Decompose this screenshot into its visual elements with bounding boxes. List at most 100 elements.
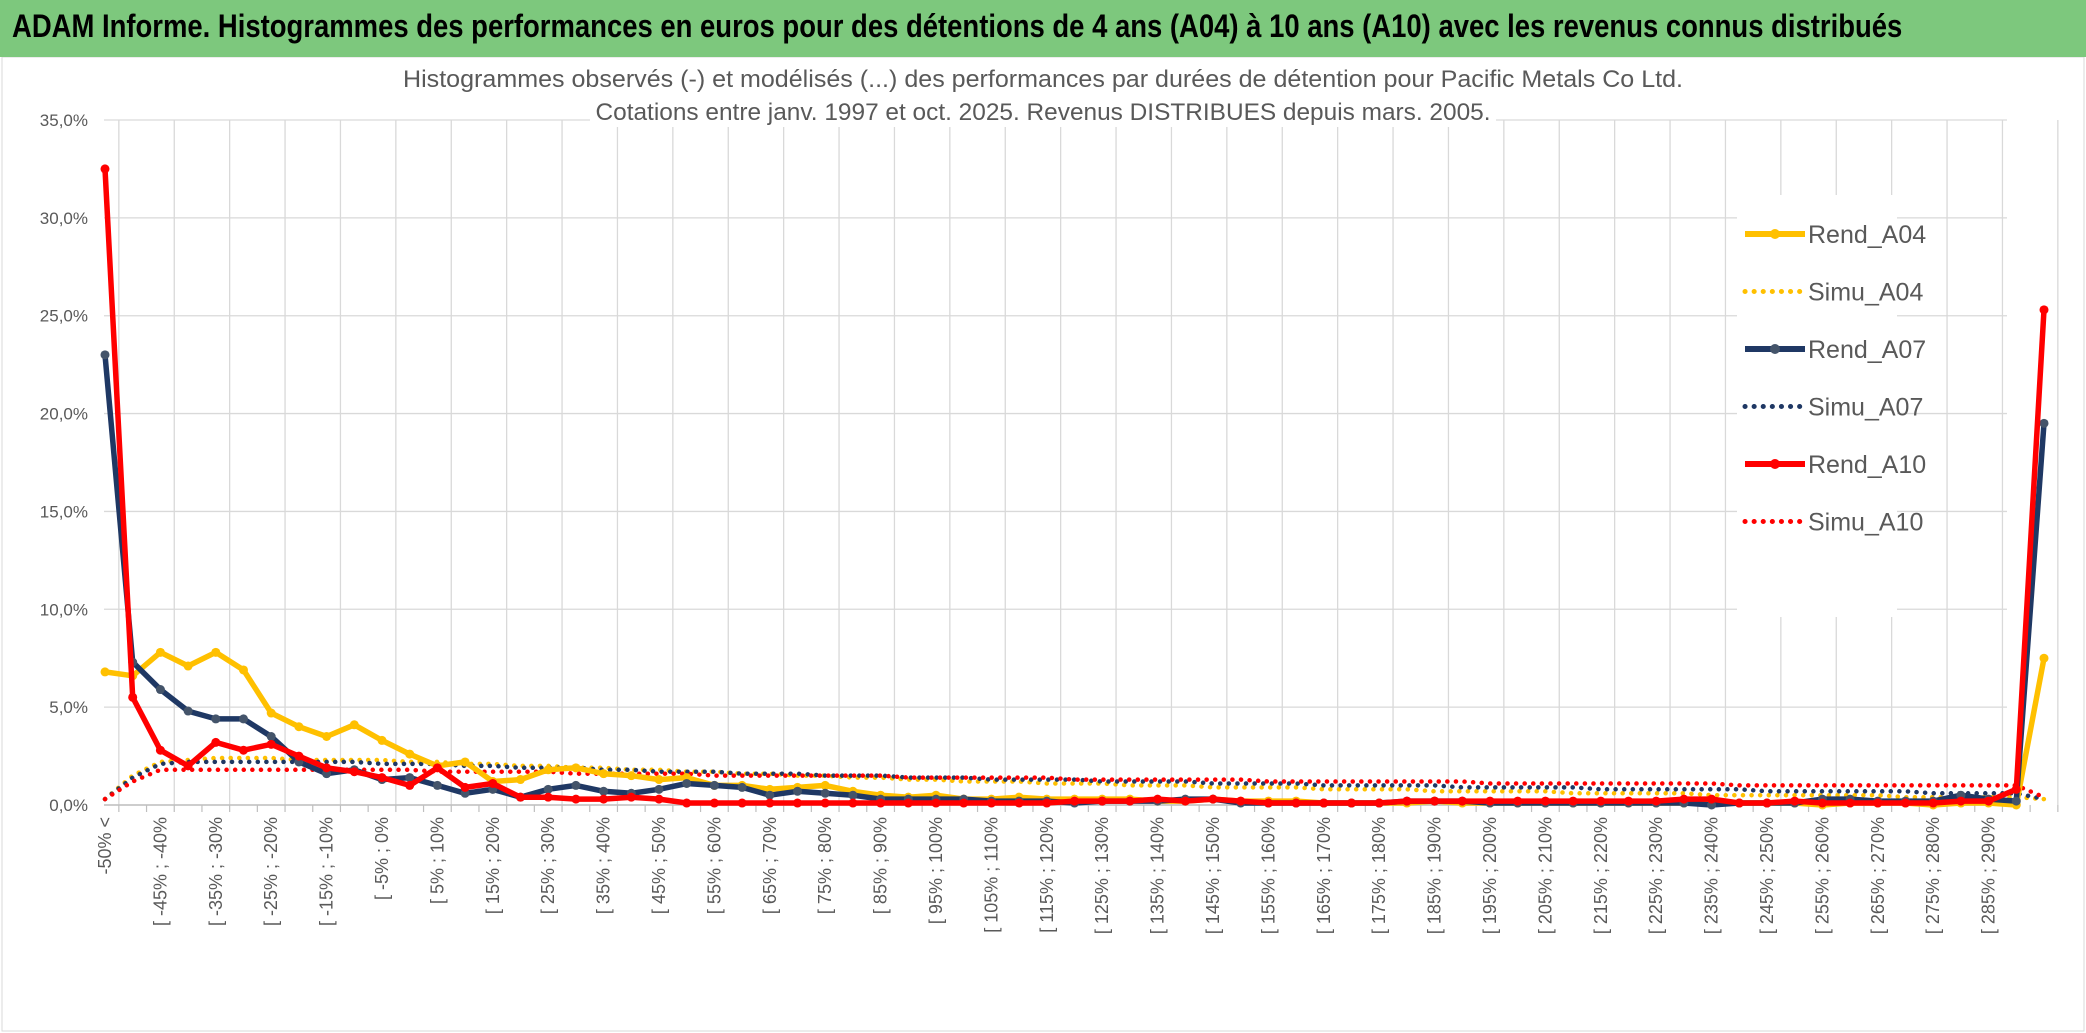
series-simu-a10 — [102, 767, 2047, 802]
data-point — [1347, 798, 1356, 808]
data-point — [1624, 796, 1633, 806]
chart-border — [1, 57, 2085, 1032]
data-point — [1430, 796, 1440, 806]
chart-title: Histogrammes observés (-) et modélisés (… — [403, 66, 1683, 93]
data-point — [2039, 653, 2049, 663]
data-point — [626, 792, 636, 802]
data-point — [1568, 796, 1578, 806]
y-tick-label: 15,0% — [40, 502, 88, 521]
chart-title-block: Histogrammes observés (-) et modélisés (… — [395, 64, 1689, 127]
data-point — [571, 780, 581, 790]
series-layer — [100, 164, 2049, 810]
y-axis: 0,0% 5,0% 10,0% 15,0% 20,0% 25,0% 30,0% 35,0% — [40, 111, 88, 815]
y-tick-label: 20,0% — [40, 405, 88, 424]
data-point — [682, 778, 692, 788]
data-point — [211, 714, 221, 724]
legend-label: Rend_A07 — [1808, 336, 1926, 364]
data-point — [405, 773, 415, 783]
legend-marker — [1770, 459, 1780, 469]
x-axis: -50% < [ -45% ; -40% [ -35% ; -30% [ -25% ;… — [95, 804, 2059, 934]
data-point — [1596, 796, 1606, 806]
data-point — [349, 767, 359, 777]
x-tick-label: [ 75% ; 80% — [815, 817, 835, 914]
data-point — [737, 782, 747, 792]
data-point — [654, 784, 664, 794]
data-point — [155, 647, 165, 657]
legend-entry-simu-a04: Simu_A04 — [1742, 279, 1923, 307]
data-point — [1984, 796, 1994, 806]
data-point — [848, 798, 858, 808]
x-tick-label: [ 185% ; 190% — [1425, 817, 1445, 934]
data-point — [488, 778, 498, 788]
data-point — [626, 771, 636, 781]
data-point — [460, 757, 470, 767]
y-tick-label: 25,0% — [40, 307, 88, 326]
data-point — [1873, 798, 1883, 808]
data-point — [1707, 794, 1717, 804]
legend-entry-rend-a10: Rend_A10 — [1745, 451, 1926, 479]
data-point — [1014, 798, 1024, 808]
data-point — [155, 745, 165, 755]
data-point — [128, 692, 138, 702]
legend-entry-simu-a07: Simu_A07 — [1742, 394, 1923, 422]
data-point — [820, 780, 830, 790]
x-tick-label: [ 25% ; 30% — [538, 817, 558, 914]
x-tick-label: [ 265% ; 270% — [1868, 817, 1888, 934]
data-point — [848, 790, 858, 800]
legend-entry-rend-a04: Rend_A04 — [1745, 221, 1926, 249]
data-point — [183, 706, 193, 716]
x-tick-label: [ 55% ; 60% — [704, 817, 724, 914]
data-point — [2039, 305, 2049, 315]
x-tick-label: [ 255% ; 260% — [1812, 817, 1832, 934]
data-point — [1208, 794, 1218, 804]
data-point — [294, 722, 304, 732]
data-point — [765, 798, 775, 808]
data-point — [516, 775, 525, 785]
chart-subtitle: Cotations entre janv. 1997 et oct. 2025.… — [596, 99, 1491, 126]
series-rend-a10 — [100, 164, 2049, 808]
data-point — [294, 751, 304, 761]
data-point — [377, 735, 387, 745]
data-point — [183, 761, 193, 771]
data-point — [1485, 796, 1495, 806]
legend-entry-simu-a10: Simu_A10 — [1742, 509, 1923, 537]
data-point — [793, 786, 802, 796]
legend-entry-rend-a07: Rend_A07 — [1745, 336, 1926, 364]
data-point — [1180, 796, 1190, 806]
x-tick-label: [ 135% ; 140% — [1148, 817, 1168, 934]
x-tick-label: [ 245% ; 250% — [1757, 817, 1777, 934]
x-tick-label: [ -15% ; -10% — [317, 817, 337, 926]
data-point — [876, 798, 886, 808]
gridlines — [1, 57, 2085, 1032]
data-point — [654, 775, 664, 785]
data-point — [986, 798, 996, 808]
x-tick-label: [ 205% ; 210% — [1535, 817, 1555, 934]
data-point — [2011, 796, 2021, 806]
data-point — [959, 798, 969, 808]
data-point — [1291, 798, 1301, 808]
legend: Rend_A04 Simu_A04 Rend_A07 Simu_A07 Rend_A10… — [1737, 195, 1926, 617]
data-point — [709, 780, 719, 790]
x-tick-label: [ 285% ; 290% — [1979, 817, 1999, 934]
x-tick-label: [ 105% ; 110% — [981, 817, 1001, 933]
series-line — [102, 767, 2047, 802]
data-point — [931, 798, 941, 808]
x-tick-label: [ 35% ; 40% — [594, 817, 614, 914]
data-point — [1319, 798, 1329, 808]
data-point — [1236, 796, 1246, 806]
data-point — [543, 792, 553, 802]
x-tick-label: [ 145% ; 150% — [1203, 817, 1223, 934]
x-tick-label: -50% < — [95, 817, 115, 875]
data-point — [543, 784, 553, 794]
data-point — [1457, 796, 1467, 806]
data-point — [1263, 798, 1273, 808]
data-point — [405, 749, 415, 759]
x-tick-label: [ 115% ; 120% — [1037, 817, 1057, 933]
data-point — [1097, 796, 1107, 806]
data-point — [432, 763, 442, 773]
x-tick-label: [ 195% ; 200% — [1480, 817, 1500, 934]
data-point — [1651, 796, 1661, 806]
y-tick-label: 10,0% — [40, 600, 88, 619]
data-point — [239, 745, 248, 755]
data-point — [571, 763, 581, 773]
